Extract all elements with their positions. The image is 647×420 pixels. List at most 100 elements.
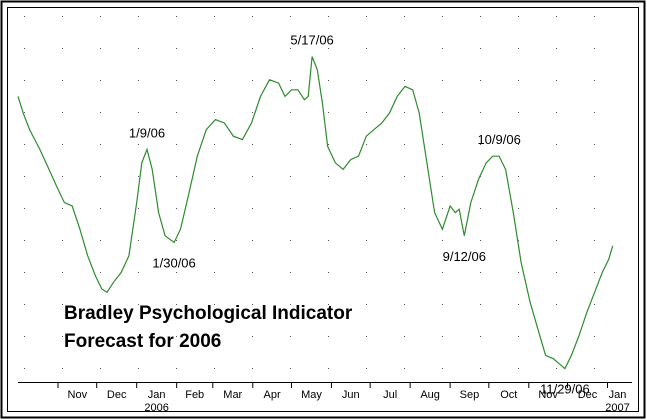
x-tick-label: Apr [264, 389, 281, 401]
grid-dot [290, 208, 291, 209]
grid-dot [100, 208, 101, 209]
grid-dot [214, 304, 215, 305]
grid-dot [442, 304, 443, 305]
grid-dot [176, 16, 177, 17]
grid-dot [290, 368, 291, 369]
grid-dot [62, 144, 63, 145]
grid-dot [442, 176, 443, 177]
grid-dot [252, 272, 253, 273]
grid-dot [100, 48, 101, 49]
grid-dot [442, 368, 443, 369]
grid-dot [404, 208, 405, 209]
grid-dot [100, 80, 101, 81]
grid-dot [24, 336, 25, 337]
annotation-label: 10/9/06 [477, 132, 520, 147]
grid-dot [214, 80, 215, 81]
grid-dot [328, 272, 329, 273]
grid-dot [328, 336, 329, 337]
grid-dot [480, 368, 481, 369]
grid-dot [252, 208, 253, 209]
grid-dot [100, 304, 101, 305]
annotations: 1/9/06 1/30/06 5/17/06 9/12/06 10/9/06 11/29/… [129, 33, 590, 397]
grid-dot [24, 112, 25, 113]
grid-dot [252, 112, 253, 113]
x-tick-label: Nov [538, 389, 558, 401]
grid-dot [214, 48, 215, 49]
grid-dot [214, 112, 215, 113]
grid-dot [404, 48, 405, 49]
grid-dot [366, 272, 367, 273]
grid-dot [518, 336, 519, 337]
grid-dot [62, 16, 63, 17]
grid-dot [24, 368, 25, 369]
inner-frame [7, 7, 639, 412]
grid-dot [138, 16, 139, 17]
annotation-label: 1/30/06 [152, 255, 195, 270]
grid-dot [404, 16, 405, 17]
grid-dot [480, 304, 481, 305]
grid-dot [594, 80, 595, 81]
annotation-label: 1/9/06 [129, 126, 165, 141]
grid-dot [594, 48, 595, 49]
grid-dot [24, 48, 25, 49]
x-tick-label: Jun [342, 389, 360, 401]
grid-dot [328, 304, 329, 305]
x-tick-label: Feb [185, 389, 204, 401]
grid-dot [594, 144, 595, 145]
grid-dot [100, 112, 101, 113]
grid-dot [138, 176, 139, 177]
grid-dot [24, 304, 25, 305]
grid-dot [556, 336, 557, 337]
grid-dot [100, 336, 101, 337]
grid-dot [252, 48, 253, 49]
grid-dot [138, 144, 139, 145]
grid-dot [100, 272, 101, 273]
grid-dot [100, 240, 101, 241]
grid-dot [328, 176, 329, 177]
grid-dot [366, 368, 367, 369]
grid-dot [366, 144, 367, 145]
grid-dot [138, 208, 139, 209]
grid-dot [366, 304, 367, 305]
grid-dot [366, 240, 367, 241]
chart-subtitle: Forecast for 2006 [64, 331, 221, 352]
grid-dot [366, 112, 367, 113]
grid-dot [214, 208, 215, 209]
grid-dot [290, 272, 291, 273]
grid-dot [24, 176, 25, 177]
grid-dot [62, 304, 63, 305]
grid-dot [328, 144, 329, 145]
grid-dot [214, 144, 215, 145]
grid-dot [100, 176, 101, 177]
x-tick-year: 2007 [605, 402, 629, 414]
grid-dot [62, 368, 63, 369]
grid-dot [594, 176, 595, 177]
grid-dot [480, 16, 481, 17]
x-tick-label: Dec [107, 389, 127, 401]
grid-dot [442, 80, 443, 81]
grid-dot [556, 16, 557, 17]
grid-dot [594, 272, 595, 273]
grid-dot [480, 240, 481, 241]
grid-dot [404, 304, 405, 305]
grid-dot [62, 208, 63, 209]
grid-dot [24, 16, 25, 17]
grid-dot [290, 112, 291, 113]
grid-dot [556, 80, 557, 81]
grid-dot [176, 336, 177, 337]
grid-dots [24, 16, 595, 369]
x-tick-label: Sep [460, 389, 480, 401]
grid-dot [594, 112, 595, 113]
grid-dot [138, 48, 139, 49]
grid-dot [252, 336, 253, 337]
grid-dot [594, 304, 595, 305]
grid-dot [404, 368, 405, 369]
x-tick-label: Aug [420, 389, 440, 401]
grid-dot [100, 144, 101, 145]
grid-dot [62, 272, 63, 273]
grid-dot [442, 112, 443, 113]
grid-dot [404, 80, 405, 81]
grid-dot [518, 144, 519, 145]
grid-dot [480, 80, 481, 81]
